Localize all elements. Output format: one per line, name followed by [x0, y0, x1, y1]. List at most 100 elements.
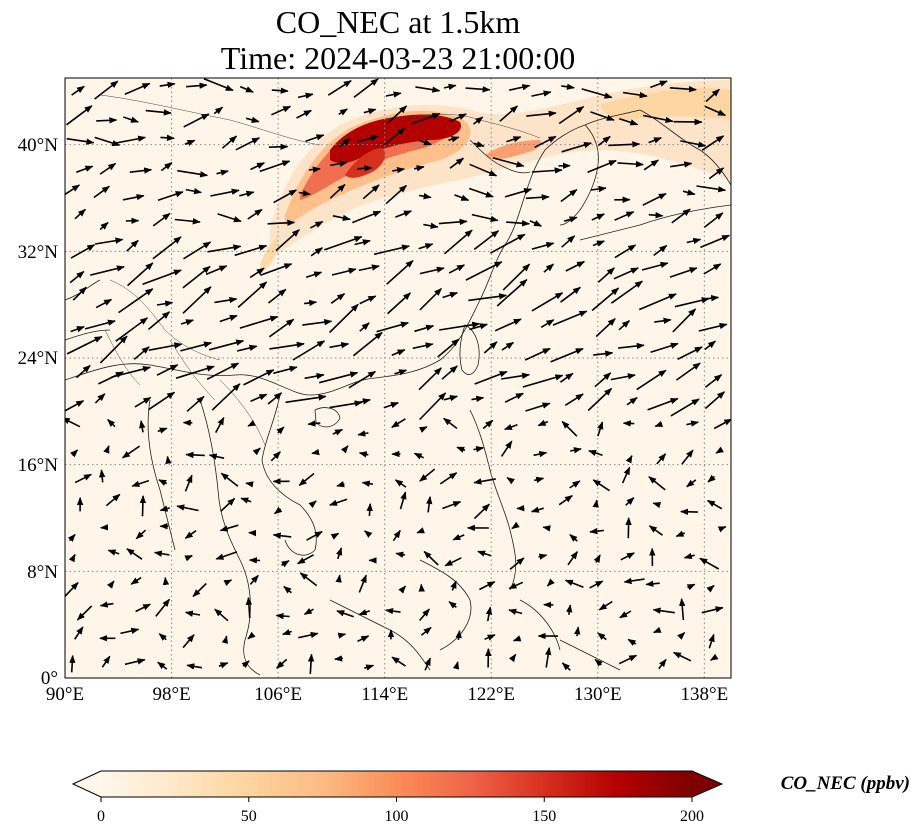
wind-arrow: [391, 656, 406, 667]
wind-arrow: [352, 331, 383, 357]
wind-arrow: [504, 423, 518, 431]
wind-arrow: [68, 553, 76, 563]
wind-arrow: [118, 288, 154, 314]
wind-arrow: [700, 234, 731, 249]
wind-arrow: [74, 626, 84, 640]
wind-arrow: [107, 549, 120, 556]
wind-arrow: [386, 105, 408, 125]
wind-arrow: [563, 216, 578, 223]
wind-arrow: [395, 551, 406, 558]
wind-arrow: [669, 267, 698, 278]
wind-arrow: [715, 446, 724, 454]
wind-arrow: [281, 560, 290, 568]
lat-tick-label: 0°: [41, 668, 58, 689]
wind-arrow: [142, 269, 182, 286]
wind-arrow: [522, 374, 564, 388]
wind-arrow: [473, 503, 490, 520]
lat-tick-label: 40°N: [18, 135, 59, 156]
wind-arrow: [468, 293, 508, 302]
wind-arrow: [587, 387, 613, 412]
wind-arrow: [298, 472, 315, 487]
wind-arrow: [448, 136, 460, 143]
wind-arrow: [537, 419, 549, 427]
wind-arrow: [717, 525, 727, 533]
wind-arrow: [439, 321, 481, 331]
wind-arrow: [558, 494, 573, 506]
wind-arrow: [625, 454, 633, 464]
wind-arrow: [423, 222, 439, 229]
wind-arrow: [139, 420, 146, 433]
wind-arrow: [654, 420, 664, 428]
wind-arrow: [426, 496, 433, 513]
wind-arrow: [122, 193, 145, 201]
wind-arrow: [465, 261, 503, 281]
wind-arrow: [147, 311, 171, 331]
wind-arrow: [524, 347, 551, 361]
lon-tick-label: 98°E: [152, 684, 190, 705]
wind-arrow: [113, 135, 147, 145]
wind-arrow: [272, 532, 292, 539]
wind-arrow: [560, 188, 578, 203]
wind-arrow: [454, 194, 470, 202]
wind-arrow: [529, 220, 543, 227]
wind-arrow: [385, 607, 401, 615]
wind-arrow: [330, 293, 346, 304]
wind-arrow: [704, 391, 726, 410]
wind-arrow: [160, 162, 173, 172]
wind-arrow: [545, 647, 552, 668]
wind-arrow: [561, 141, 592, 153]
wind-arrow: [625, 497, 635, 506]
wind-arrow: [703, 263, 722, 275]
lat-tick-label: 24°N: [18, 348, 59, 369]
colorbar-label: CO_NEC (ppbv): [781, 773, 910, 794]
wind-arrow: [473, 478, 496, 485]
wind-arrow: [502, 263, 531, 291]
wind-arrow: [362, 184, 380, 200]
wind-arrow: [452, 661, 460, 670]
wind-arrow: [652, 607, 675, 614]
wind-arrow: [99, 601, 114, 608]
wind-arrow: [65, 399, 85, 412]
wind-arrow: [686, 583, 696, 591]
wind-arrow: [66, 105, 93, 126]
wind-arrow: [621, 466, 631, 484]
wind-arrow: [96, 117, 118, 124]
wind-arrow: [352, 210, 382, 224]
wind-arrow: [643, 159, 659, 171]
wind-arrow: [437, 338, 460, 358]
wind-arrow: [474, 370, 508, 385]
wind-arrow: [471, 213, 499, 223]
wind-arrow: [70, 449, 79, 458]
wind-arrow: [626, 396, 638, 406]
wind-arrow: [311, 448, 320, 456]
wind-arrow: [67, 533, 76, 542]
wind-arrow: [581, 88, 613, 99]
wind-arrow: [674, 297, 710, 308]
wind-arrow: [705, 88, 720, 103]
wind-arrow: [348, 370, 377, 389]
wind-arrow: [594, 658, 603, 667]
wind-arrow: [386, 260, 414, 285]
wind-arrow: [591, 213, 605, 221]
wind-arrow: [439, 472, 458, 485]
wind-arrow: [444, 557, 462, 567]
wind-arrow: [670, 398, 700, 417]
wind-arrow: [308, 500, 317, 509]
wind-arrow: [239, 190, 255, 197]
wind-arrow: [589, 580, 604, 589]
wind-arrow: [357, 135, 379, 143]
wind-arrow: [619, 117, 639, 126]
wind-arrow: [99, 335, 128, 364]
wind-arrow: [101, 655, 111, 668]
wind-arrow: [443, 417, 458, 430]
wind-arrow: [65, 184, 81, 196]
wind-arrow: [220, 472, 239, 487]
wind-arrow: [415, 86, 441, 93]
wind-arrow: [567, 551, 579, 566]
wind-arrow: [672, 651, 692, 662]
wind-arrow: [298, 631, 319, 639]
wind-arrow: [638, 293, 677, 311]
wind-arrow: [111, 365, 151, 378]
wind-arrow: [268, 318, 295, 338]
